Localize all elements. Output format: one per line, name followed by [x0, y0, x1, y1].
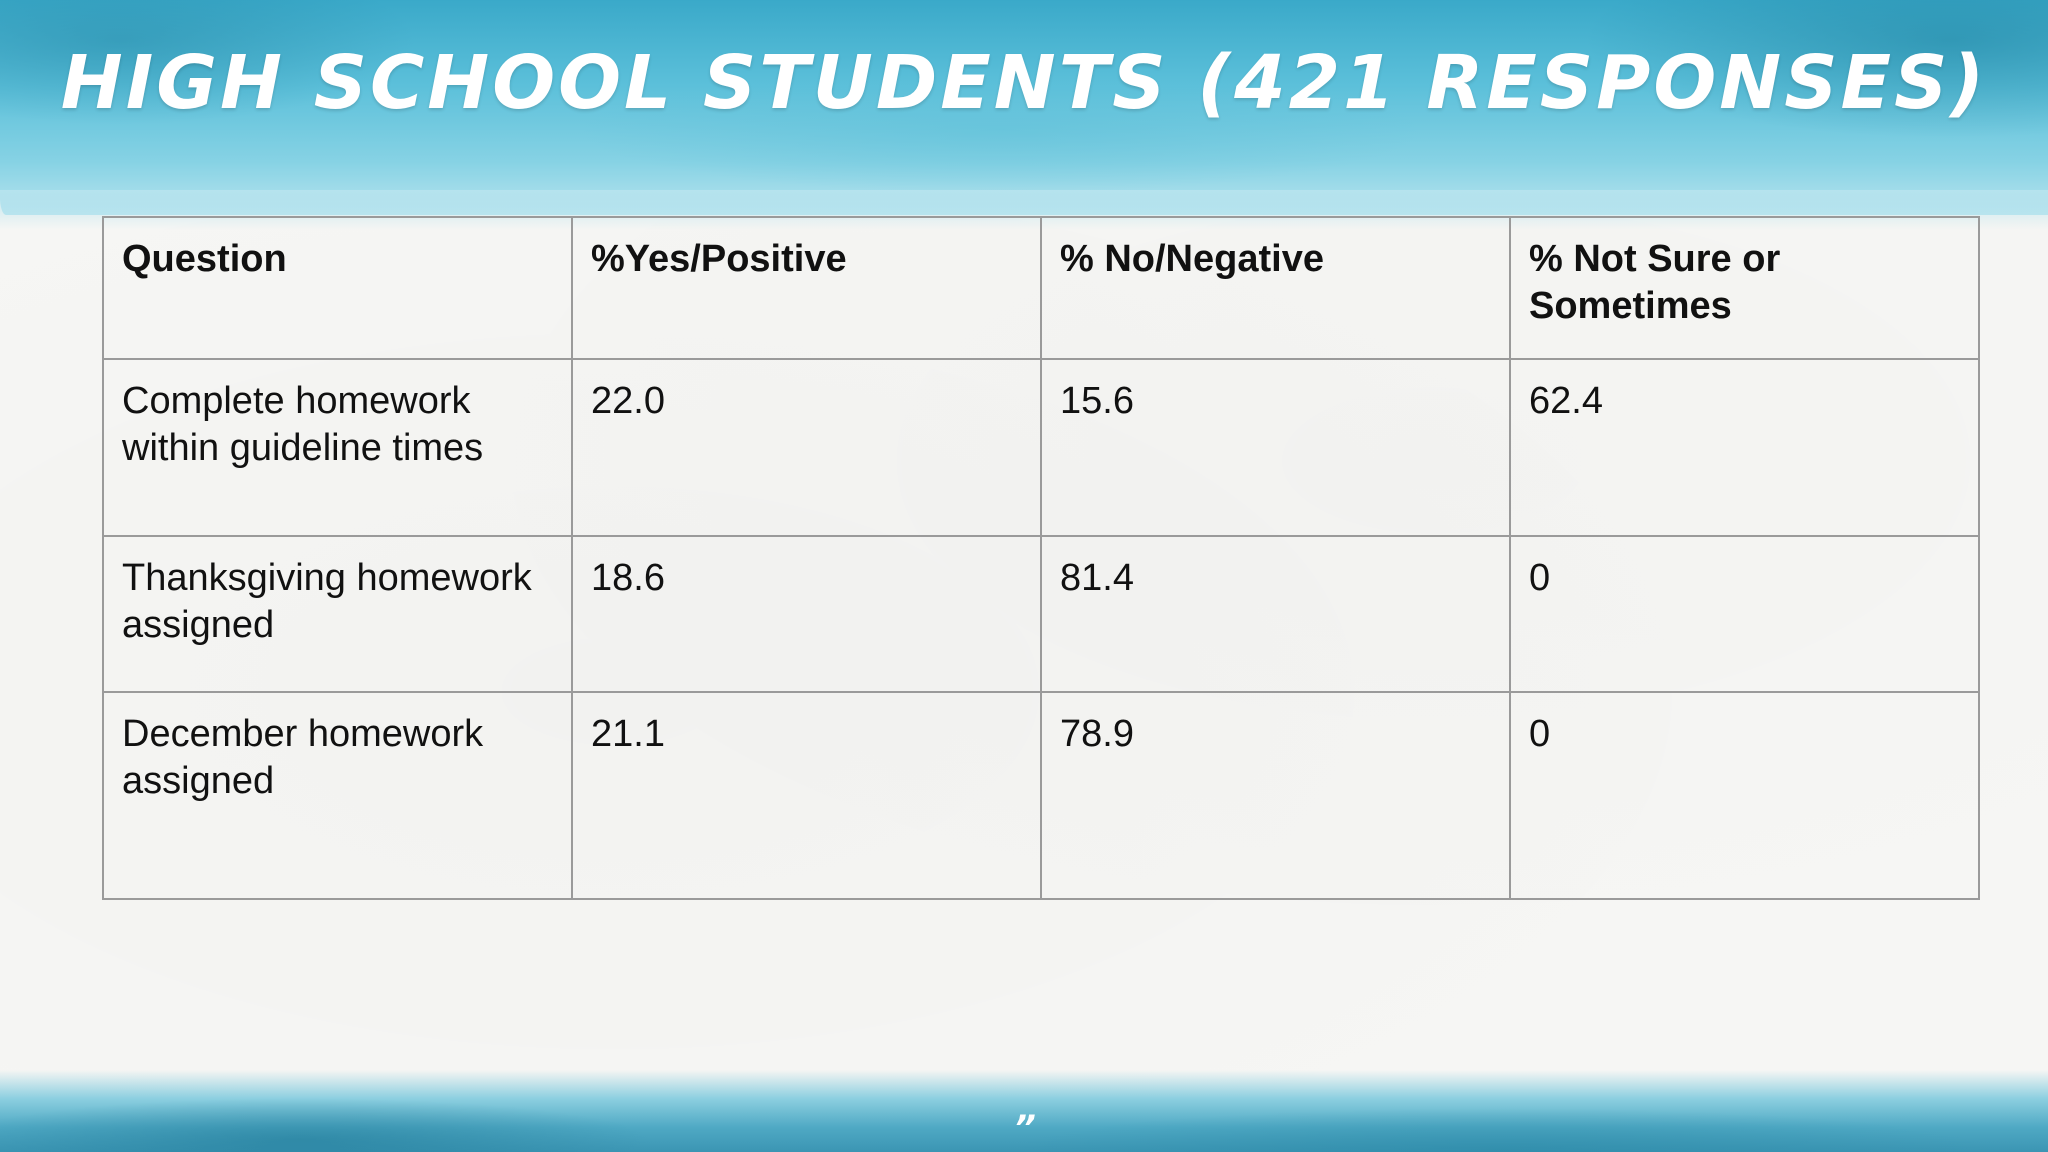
cell-question: Complete homework within guideline times [102, 358, 573, 537]
cell-no: 81.4 [1040, 535, 1511, 693]
table-header-row: Question %Yes/Positive % No/Negative % N… [102, 216, 1980, 360]
header-yes-positive: %Yes/Positive [571, 216, 1042, 360]
cell-yes: 21.1 [571, 691, 1042, 900]
results-table: Question %Yes/Positive % No/Negative % N… [102, 216, 1980, 900]
cell-not-sure: 62.4 [1509, 358, 1980, 537]
results-table-container: Question %Yes/Positive % No/Negative % N… [102, 216, 1980, 900]
cell-yes: 18.6 [571, 535, 1042, 693]
cell-not-sure: 0 [1509, 535, 1980, 693]
table-row: Thanksgiving homework assigned 18.6 81.4… [102, 535, 1980, 693]
top-watercolor-band [0, 0, 2048, 215]
header-not-sure: % Not Sure or Sometimes [1509, 216, 1980, 360]
header-question: Question [102, 216, 573, 360]
bottom-watercolor-band [0, 1070, 2048, 1152]
header-no-negative: % No/Negative [1040, 216, 1511, 360]
page-number-mark: ” [1014, 1108, 1036, 1148]
slide-title: High school students (421 responses) [60, 40, 1988, 126]
table-row: December homework assigned 21.1 78.9 0 [102, 691, 1980, 900]
cell-no: 15.6 [1040, 358, 1511, 537]
cell-not-sure: 0 [1509, 691, 1980, 900]
cell-no: 78.9 [1040, 691, 1511, 900]
table-row: Complete homework within guideline times… [102, 358, 1980, 537]
cell-question: December homework assigned [102, 691, 573, 900]
cell-yes: 22.0 [571, 358, 1042, 537]
cell-question: Thanksgiving homework assigned [102, 535, 573, 693]
